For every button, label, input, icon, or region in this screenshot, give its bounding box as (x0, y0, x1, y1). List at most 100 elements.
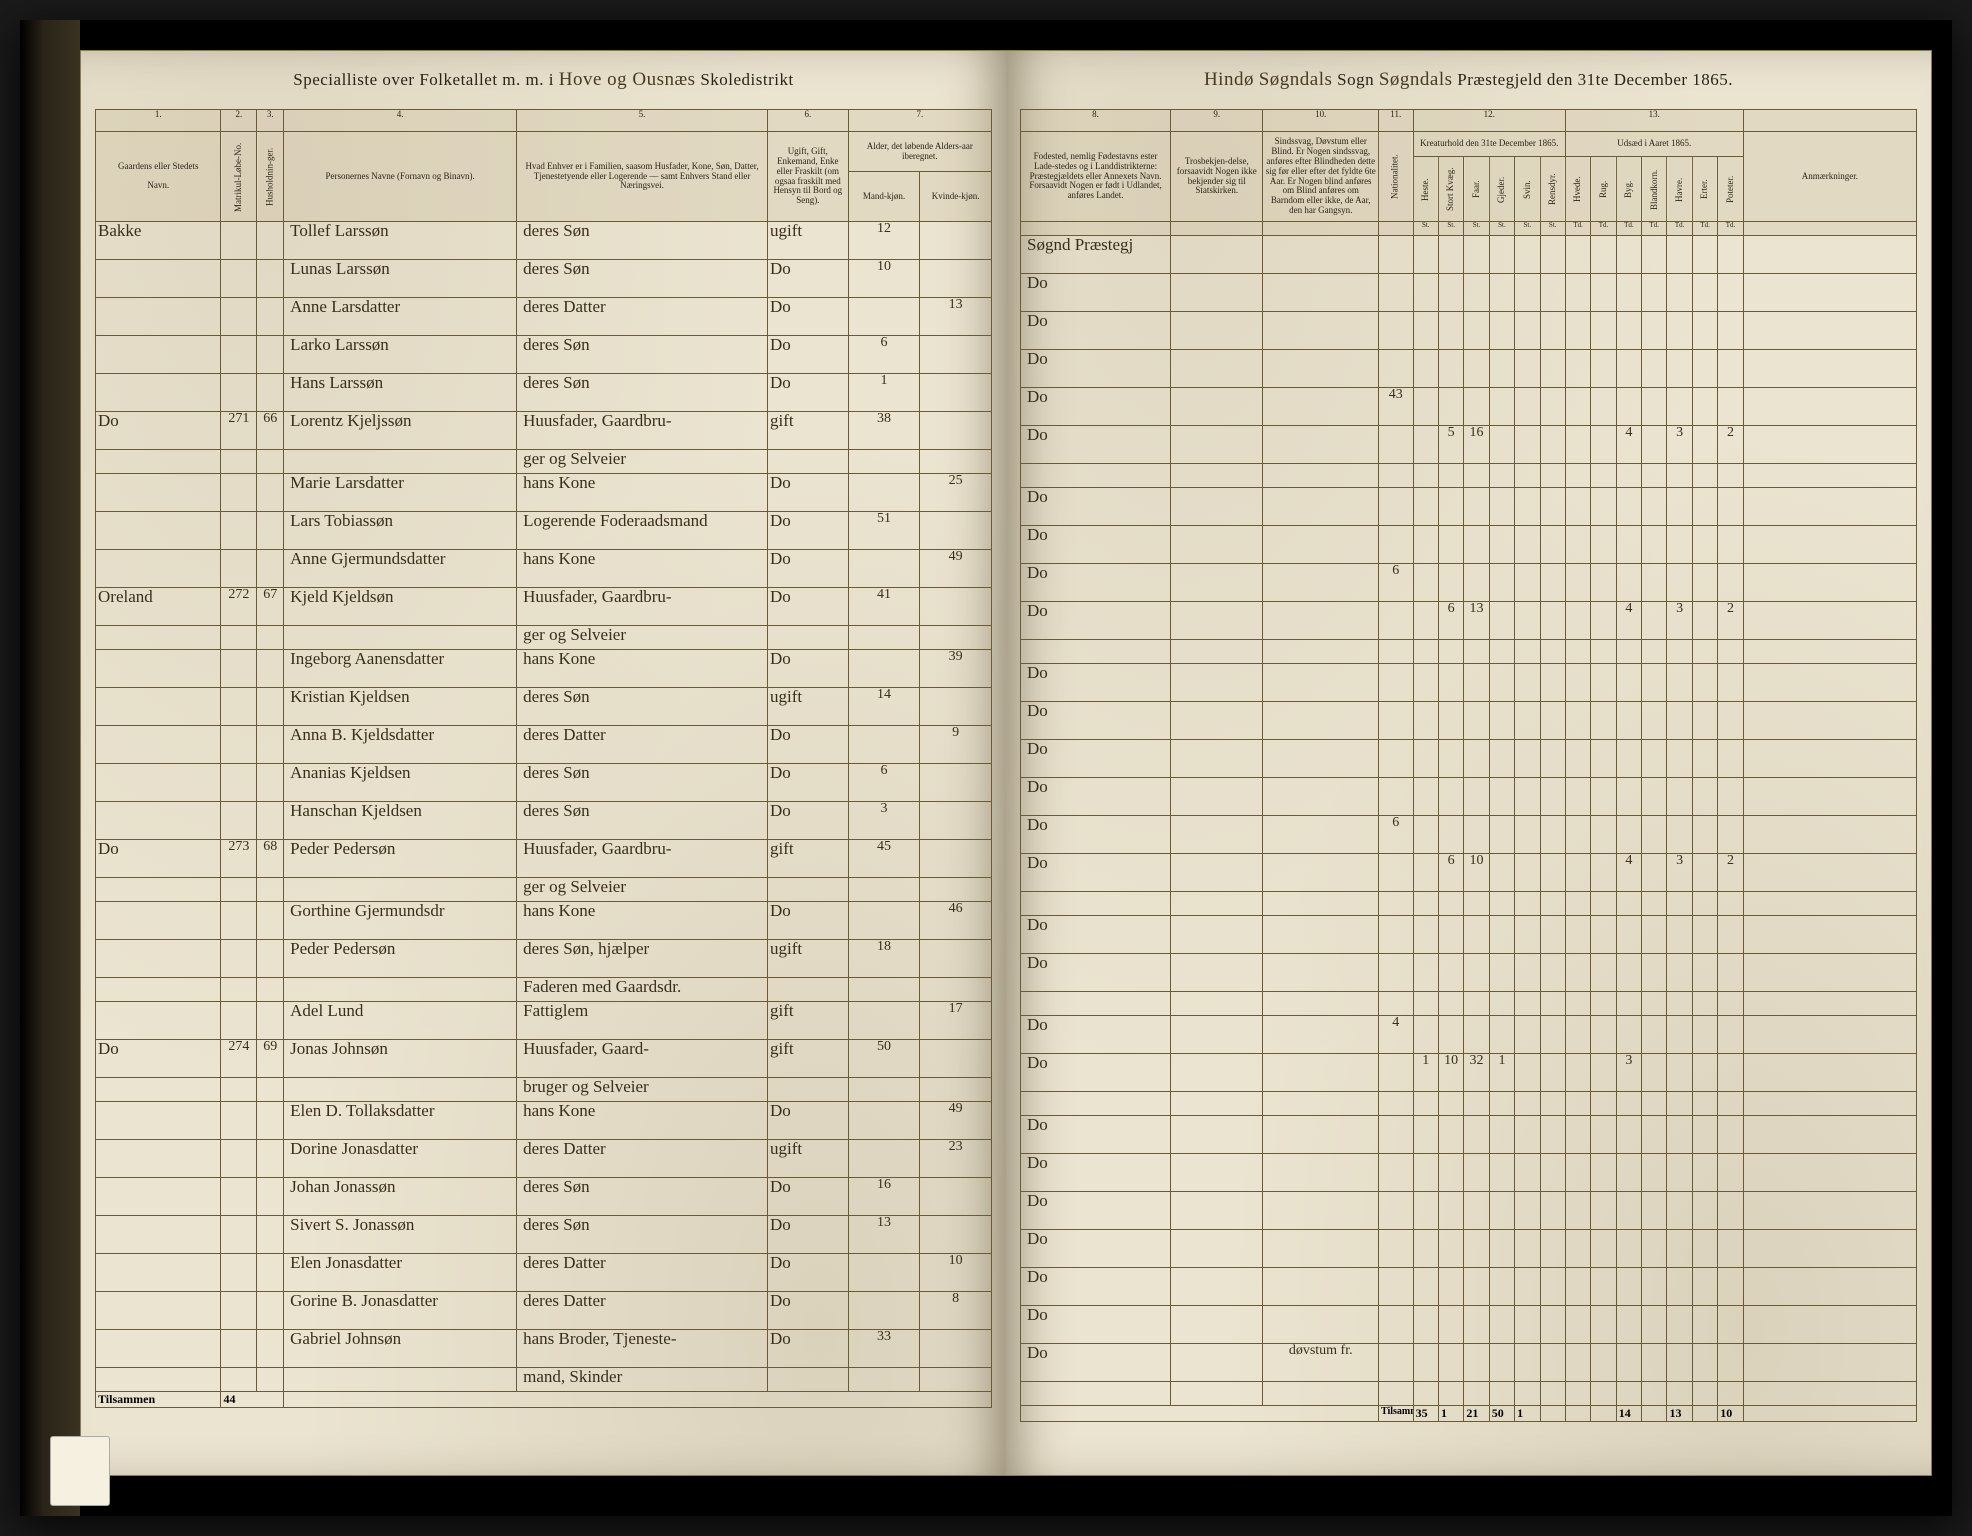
footer-c12-3: 50 (1489, 1406, 1514, 1422)
col-sub-c13-0: Hvede. (1565, 157, 1590, 222)
table-row: Dorine Jonasdatterderes Datterugift23 (96, 1140, 992, 1178)
cell-mat: 272 (221, 588, 257, 626)
cell-right-1 (1171, 1230, 1263, 1268)
cell-c12-1 (1438, 274, 1463, 312)
cell-c12-4 (1515, 640, 1540, 664)
cell-c13-2: 4 (1616, 426, 1641, 464)
cell-c13-5 (1692, 854, 1717, 892)
cell-c13-5 (1692, 274, 1717, 312)
cell-gaard (96, 764, 221, 802)
cell-right-1 (1171, 740, 1263, 778)
footer-label-right: Tilsammen (1378, 1406, 1413, 1422)
cell-c13-4 (1667, 954, 1692, 992)
cell-c13-5 (1692, 236, 1717, 274)
col-sub-c13-6: Poteter. (1718, 157, 1743, 222)
cell-c13-5 (1692, 564, 1717, 602)
cell-c13-3 (1642, 1230, 1667, 1268)
cell-c13-2 (1616, 464, 1641, 488)
cell-hh (257, 764, 284, 802)
cell-c13-1 (1591, 992, 1616, 1016)
cell-right-3 (1378, 892, 1413, 916)
cell-anm (1743, 892, 1916, 916)
table-row: Do1103213 (1021, 1054, 1917, 1092)
cell-c13-4 (1667, 1306, 1692, 1344)
footer-c13-1 (1591, 1406, 1616, 1422)
cell-k: 13 (920, 298, 992, 336)
cell-c13-2 (1616, 1016, 1641, 1054)
cell-c12-0 (1413, 778, 1438, 816)
cell-c13-3 (1642, 702, 1667, 740)
table-row: Gabriel Johnsønhans Broder, Tjeneste-Do3… (96, 1330, 992, 1368)
cell-c12-1 (1438, 778, 1463, 816)
cell-c13-0 (1565, 1016, 1590, 1054)
cell-right-2 (1263, 1016, 1378, 1054)
cell-right-1 (1171, 602, 1263, 640)
cell-gaard (96, 512, 221, 550)
table-row: mand, Skinder (96, 1368, 992, 1392)
cell-c12-3 (1489, 892, 1514, 916)
cell-c13-1 (1591, 740, 1616, 778)
cell-c13-1 (1591, 274, 1616, 312)
cell-right-1 (1171, 1016, 1263, 1054)
cell-c13-4 (1667, 464, 1692, 488)
cell-gaard (96, 336, 221, 374)
cell-c12-3 (1489, 816, 1514, 854)
cell-hh (257, 1254, 284, 1292)
cell-c13-4: 3 (1667, 426, 1692, 464)
cell-c12-1 (1438, 564, 1463, 602)
cell-c13-6 (1718, 312, 1743, 350)
cell-c12-5 (1540, 992, 1565, 1016)
cell-stat: Do (768, 588, 849, 626)
cell-anm (1743, 740, 1916, 778)
footer-c13-3 (1642, 1406, 1667, 1422)
cell-c13-6 (1718, 640, 1743, 664)
page-thumb-tab (50, 1436, 110, 1506)
cell-c13-4 (1667, 992, 1692, 1016)
cell-c13-6 (1718, 388, 1743, 426)
col-num-2: 2. (221, 110, 257, 132)
cell-c12-5 (1540, 954, 1565, 992)
cell-c12-1 (1438, 1092, 1463, 1116)
cell-mat (221, 978, 257, 1002)
table-row: Do27166Lorentz KjeljssønHuusfader, Gaard… (96, 412, 992, 450)
cell-c12-0 (1413, 1092, 1438, 1116)
title-suffix: Skoledistrikt (700, 70, 793, 89)
cell-name: Anna B. Kjeldsdatter (284, 726, 517, 764)
cell-c13-3 (1642, 1344, 1667, 1382)
cell-c12-1 (1438, 388, 1463, 426)
cell-right-3 (1378, 464, 1413, 488)
cell-anm (1743, 664, 1916, 702)
cell-mat (221, 1254, 257, 1292)
cell-hh (257, 1178, 284, 1216)
cell-m: 1 (848, 374, 920, 412)
table-row (1021, 892, 1917, 916)
cell-anm (1743, 1016, 1916, 1054)
cell-c12-2 (1464, 892, 1489, 916)
cell-c13-2 (1616, 312, 1641, 350)
cell-c13-0 (1565, 526, 1590, 564)
cell-m (848, 626, 920, 650)
cell-c13-0 (1565, 740, 1590, 778)
col-num-13: 13. (1565, 110, 1743, 132)
cell-mat (221, 940, 257, 978)
cell-name: Tollef Larssøn (284, 222, 517, 260)
cell-hh (257, 512, 284, 550)
cell-c12-0 (1413, 954, 1438, 992)
cell-c12-4 (1515, 488, 1540, 526)
cell-k (920, 1078, 992, 1102)
cell-c13-5 (1692, 1192, 1717, 1230)
cell-c13-2: 4 (1616, 602, 1641, 640)
cell-c13-1 (1591, 1192, 1616, 1230)
title-prefix: Specialliste over Folketallet m. m. i (293, 70, 554, 89)
cell-c13-0 (1565, 274, 1590, 312)
cell-mat: 271 (221, 412, 257, 450)
cell-fam: hans Kone (517, 550, 768, 588)
cell-stat: Do (768, 512, 849, 550)
cell-c12-0 (1413, 464, 1438, 488)
cell-mat (221, 1216, 257, 1254)
cell-c12-4 (1515, 1116, 1540, 1154)
col-sub-c13-5: Erter. (1692, 157, 1717, 222)
col-label-udsaed: Udsæd i Aaret 1865. (1565, 132, 1743, 157)
cell-c13-2 (1616, 740, 1641, 778)
cell-gaard (96, 626, 221, 650)
